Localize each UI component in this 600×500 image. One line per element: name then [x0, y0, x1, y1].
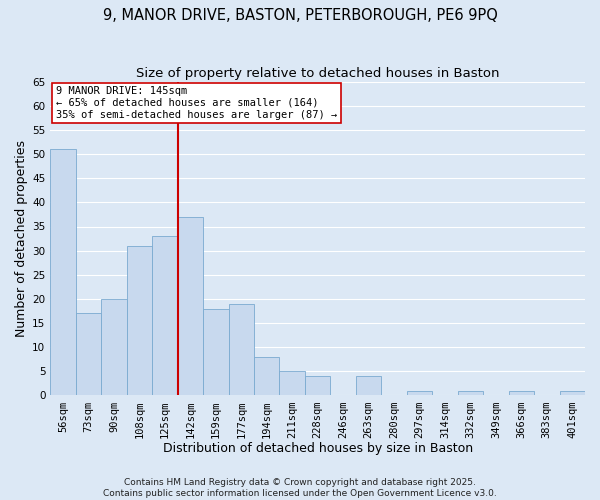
- Bar: [178, 217, 203, 396]
- X-axis label: Distribution of detached houses by size in Baston: Distribution of detached houses by size …: [163, 442, 473, 455]
- Bar: [203, 308, 229, 396]
- Bar: [407, 390, 432, 396]
- Bar: [458, 390, 483, 396]
- Title: Size of property relative to detached houses in Baston: Size of property relative to detached ho…: [136, 68, 499, 80]
- Text: 9 MANOR DRIVE: 145sqm
← 65% of detached houses are smaller (164)
35% of semi-det: 9 MANOR DRIVE: 145sqm ← 65% of detached …: [56, 86, 337, 120]
- Bar: [509, 390, 534, 396]
- Bar: [254, 357, 280, 396]
- Bar: [305, 376, 331, 396]
- Bar: [50, 150, 76, 396]
- Bar: [356, 376, 381, 396]
- Bar: [127, 246, 152, 396]
- Bar: [280, 372, 305, 396]
- Bar: [152, 236, 178, 396]
- Text: 9, MANOR DRIVE, BASTON, PETERBOROUGH, PE6 9PQ: 9, MANOR DRIVE, BASTON, PETERBOROUGH, PE…: [103, 8, 497, 22]
- Text: Contains HM Land Registry data © Crown copyright and database right 2025.
Contai: Contains HM Land Registry data © Crown c…: [103, 478, 497, 498]
- Bar: [229, 304, 254, 396]
- Bar: [560, 390, 585, 396]
- Bar: [76, 314, 101, 396]
- Y-axis label: Number of detached properties: Number of detached properties: [15, 140, 28, 337]
- Bar: [101, 299, 127, 396]
